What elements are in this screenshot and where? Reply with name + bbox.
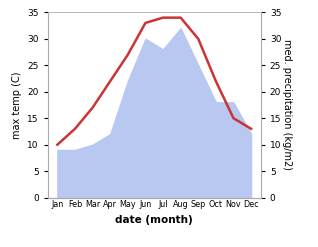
Y-axis label: med. precipitation (kg/m2): med. precipitation (kg/m2) [282, 40, 292, 170]
X-axis label: date (month): date (month) [115, 215, 193, 225]
Y-axis label: max temp (C): max temp (C) [12, 71, 22, 139]
